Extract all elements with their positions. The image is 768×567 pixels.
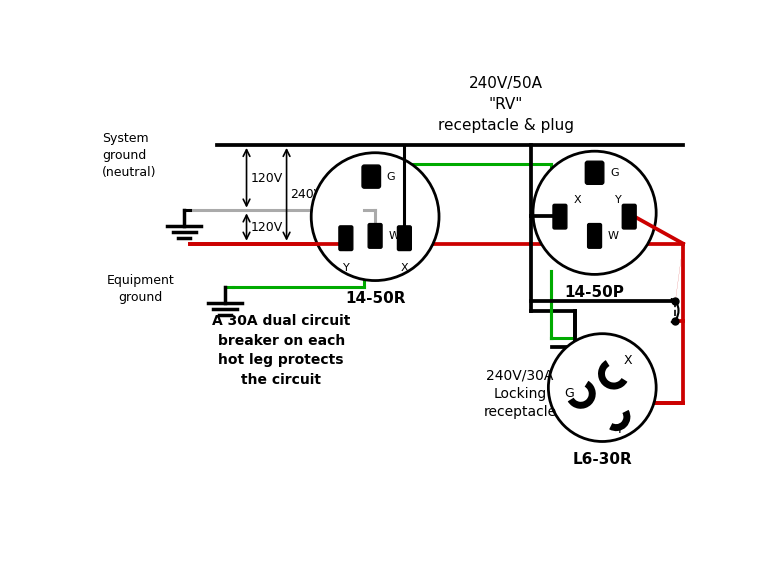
FancyBboxPatch shape	[368, 223, 382, 248]
Text: W: W	[388, 231, 399, 241]
Text: G: G	[610, 168, 618, 178]
Text: W: W	[607, 231, 619, 241]
Circle shape	[311, 153, 439, 281]
FancyBboxPatch shape	[553, 204, 567, 229]
Text: System
ground
(neutral): System ground (neutral)	[102, 132, 156, 179]
FancyBboxPatch shape	[588, 223, 601, 248]
Text: 14-50R: 14-50R	[345, 291, 406, 306]
Text: X: X	[624, 354, 633, 367]
Text: Y: Y	[343, 263, 349, 273]
Text: X: X	[574, 194, 581, 205]
Text: G: G	[564, 387, 574, 400]
Text: 120V: 120V	[250, 172, 283, 185]
Text: L6-30R: L6-30R	[572, 452, 632, 467]
Circle shape	[533, 151, 656, 274]
FancyBboxPatch shape	[398, 226, 412, 251]
FancyBboxPatch shape	[585, 161, 604, 184]
Text: 240V/50A
"RV"
receptacle & plug: 240V/50A "RV" receptacle & plug	[438, 76, 574, 133]
Text: Y: Y	[616, 424, 624, 437]
Text: G: G	[386, 172, 396, 181]
Circle shape	[548, 334, 656, 442]
Text: 14-50P: 14-50P	[564, 285, 624, 300]
FancyBboxPatch shape	[622, 204, 636, 229]
Text: X: X	[401, 263, 409, 273]
Text: 120V: 120V	[250, 221, 283, 234]
Text: 240V: 240V	[290, 188, 323, 201]
Text: Equipment
ground: Equipment ground	[107, 274, 174, 304]
Text: A 30A dual circuit
breaker on each
hot leg protects
the circuit: A 30A dual circuit breaker on each hot l…	[212, 315, 350, 387]
Text: 240V/30A
Locking
receptacle: 240V/30A Locking receptacle	[483, 369, 557, 419]
FancyBboxPatch shape	[362, 165, 380, 188]
Text: Y: Y	[615, 194, 622, 205]
FancyBboxPatch shape	[339, 226, 353, 251]
